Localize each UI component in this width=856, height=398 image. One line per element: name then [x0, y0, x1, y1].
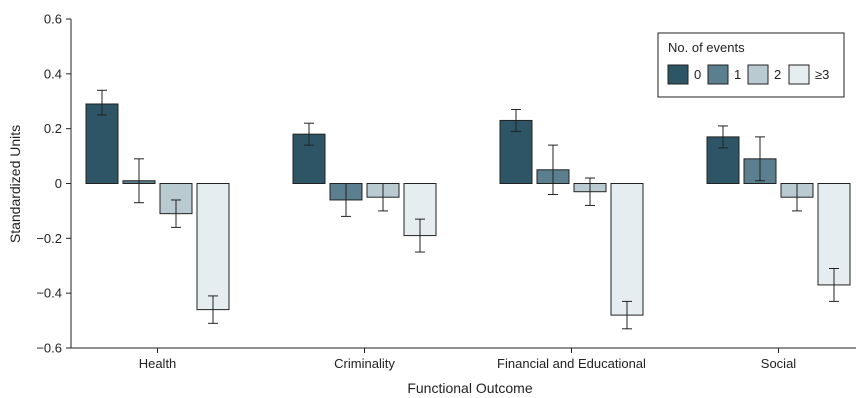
bar	[85, 103, 119, 184]
x-tick-label: Criminality	[334, 356, 395, 371]
legend-swatch	[747, 64, 769, 85]
legend-label: ≥3	[815, 67, 829, 82]
legend-label: 0	[694, 67, 701, 82]
x-axis-title: Functional Outcome	[407, 380, 532, 396]
y-tick-label: −0.6	[36, 341, 62, 356]
x-tick-label: Health	[139, 356, 177, 371]
plot-area	[85, 89, 851, 330]
y-tick-label: 0	[55, 176, 62, 191]
y-tick-label: 0.4	[44, 66, 62, 81]
y-tick-label: −0.2	[36, 231, 62, 246]
axes: Standardized Units Functional Outcome −0…	[7, 12, 856, 396]
legend-label: 2	[774, 67, 781, 82]
legend-swatch	[667, 64, 689, 85]
legend-swatch	[707, 64, 729, 85]
y-axis-title: Standardized Units	[7, 125, 23, 243]
legend-label: 1	[734, 67, 741, 82]
legend: No. of events 0 1 2 ≥3	[657, 32, 845, 98]
legend-title: No. of events	[668, 40, 745, 55]
legend-swatch	[788, 64, 810, 85]
x-tick-label: Financial and Educational	[497, 356, 646, 371]
x-tick-label: Social	[761, 356, 797, 371]
y-tick-label: −0.4	[36, 286, 62, 301]
bar	[610, 183, 644, 316]
bar	[196, 183, 230, 311]
y-tick-label: 0.6	[44, 12, 62, 27]
y-tick-label: 0.2	[44, 121, 62, 136]
